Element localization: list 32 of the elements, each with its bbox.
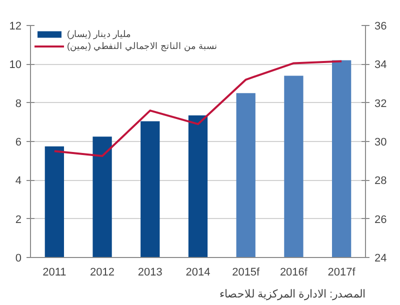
bar xyxy=(92,136,112,258)
y-tick-label: 4 xyxy=(15,175,22,188)
x-tick-label: 2013 xyxy=(138,266,162,278)
y-tick-label: 6 xyxy=(15,136,22,148)
x-tick-label: 2012 xyxy=(90,266,115,278)
x-tick-label: 2014 xyxy=(186,266,210,278)
y2-tick-label: 28 xyxy=(374,175,387,188)
x-tick-label: 2016f xyxy=(280,266,308,278)
bar xyxy=(140,121,160,258)
x-tick-label: 2011 xyxy=(42,266,66,278)
x-tick-label: 2015f xyxy=(232,266,261,278)
y2-tick-label: 32 xyxy=(374,98,387,110)
legend-label: نسبة من الناتج الاجمالي النفطي (يمين) xyxy=(67,41,218,51)
y2-tick-label: 34 xyxy=(374,59,387,72)
y-tick-label: 12 xyxy=(9,20,22,32)
y-tick-label: 8 xyxy=(15,98,22,110)
y2-tick-label: 24 xyxy=(374,252,387,264)
bar xyxy=(188,115,208,258)
y-tick-label: 2 xyxy=(15,214,22,226)
y2-tick-label: 36 xyxy=(374,20,387,32)
line-series xyxy=(53,60,343,157)
bar xyxy=(236,93,256,258)
bar xyxy=(332,60,352,258)
legend-label: مليار دينار (يسار) xyxy=(67,29,131,39)
y-tick-label: 0 xyxy=(15,252,22,264)
bar xyxy=(44,146,64,258)
x-tick-label: 2017f xyxy=(328,266,356,278)
y2-tick-label: 30 xyxy=(374,136,387,148)
text: المصدر: الادارة المركزية للاحصاء xyxy=(219,288,366,300)
y-tick-label: 10 xyxy=(9,59,22,72)
bar xyxy=(284,76,304,258)
y2-tick-label: 26 xyxy=(374,214,387,226)
